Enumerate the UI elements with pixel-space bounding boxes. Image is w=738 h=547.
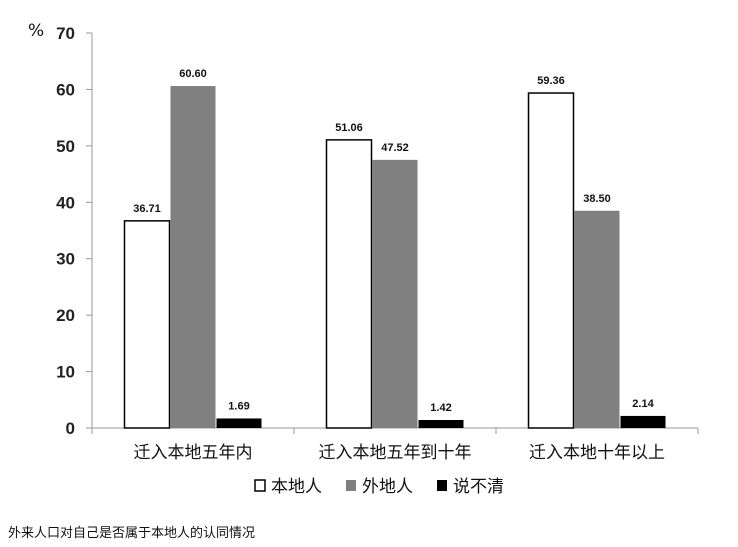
data-label: 36.71 <box>133 203 161 215</box>
y-tick-label: 20 <box>56 306 75 325</box>
data-label: 38.50 <box>583 193 611 205</box>
legend-label: 本地人 <box>271 477 322 497</box>
y-unit-label: % <box>28 21 44 41</box>
legend-label: 外地人 <box>362 477 413 497</box>
data-label: 51.06 <box>335 122 363 134</box>
y-tick-label: 10 <box>56 363 75 382</box>
y-tick-label: 30 <box>56 250 75 269</box>
data-label: 60.60 <box>179 68 207 80</box>
legend-swatch <box>346 480 356 491</box>
bar <box>123 220 171 429</box>
x-tick-label: 迁入本地十年以上 <box>529 443 665 463</box>
x-tick-label: 迁入本地五年到十年 <box>319 443 472 463</box>
bar <box>527 92 575 429</box>
legend-swatch <box>254 479 266 492</box>
y-ticks: 0 10 20 30 40 50 60 70 <box>56 24 92 438</box>
data-label: 1.42 <box>430 402 451 414</box>
bar-chart: % 0 10 20 30 40 50 60 70 36.71 60.60 1.69 51.06 47.… <box>28 21 699 497</box>
bar <box>325 139 373 429</box>
bars <box>123 86 666 429</box>
bar <box>574 210 620 428</box>
data-label: 59.36 <box>537 75 565 87</box>
legend-swatch <box>437 480 447 491</box>
data-label: 1.69 <box>228 400 249 412</box>
x-tick-label: 迁入本地五年内 <box>134 443 253 463</box>
y-tick-label: 60 <box>56 80 75 99</box>
data-label: 47.52 <box>381 142 409 154</box>
bar <box>620 415 666 428</box>
y-tick-label: 40 <box>56 193 75 212</box>
y-tick-label: 0 <box>66 419 75 438</box>
legend-label: 说不清 <box>453 477 504 497</box>
bar <box>418 419 464 428</box>
y-tick-label: 70 <box>56 24 75 43</box>
data-labels: 36.71 60.60 1.69 51.06 47.52 1.42 59.36 38.50 2.… <box>133 68 654 414</box>
bar <box>170 86 216 429</box>
legend: 本地人 外地人 说不清 <box>254 477 504 497</box>
x-ticks: 迁入本地五年内 迁入本地五年到十年 迁入本地十年以上 <box>91 428 699 463</box>
data-label: 2.14 <box>632 398 654 410</box>
y-tick-label: 50 <box>56 137 75 156</box>
bar <box>372 159 418 428</box>
chart-caption: 外来人口对自己是否属于本地人的认同情况 <box>8 526 256 541</box>
bar <box>216 418 262 428</box>
